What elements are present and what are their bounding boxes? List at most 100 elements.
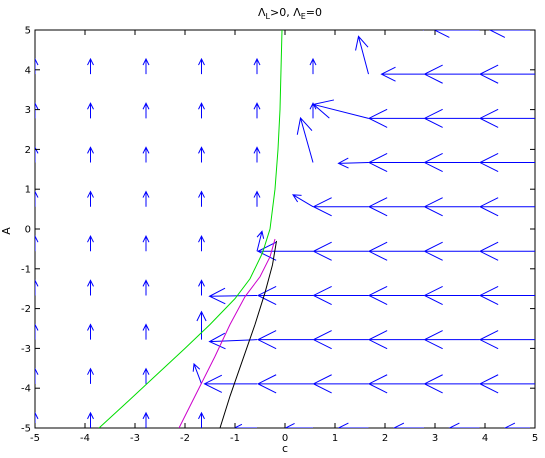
field-arrow [423,285,480,305]
title-end: =0 [306,6,322,19]
field-arrow [32,15,38,30]
field-arrow [142,190,150,207]
field-arrow [35,57,39,75]
field-arrow [423,241,480,261]
field-arrow [253,57,261,75]
field-arrow [367,374,424,394]
title-sub-l: L [266,12,271,21]
title-lambda-l: Λ [258,6,266,19]
plot-area [34,29,536,429]
field-arrow [142,279,150,296]
field-arrow [256,374,313,394]
field-arrow [253,146,261,163]
x-tick-label: 5 [532,433,538,444]
y-tick-label: 5 [25,26,31,37]
field-arrow [87,57,94,75]
y-tick-label: -1 [21,264,31,275]
chart-title: ΛL>0, ΛE=0 [258,6,322,21]
field-arrow [380,66,424,82]
field-arrow [256,230,265,252]
field-arrow [337,157,369,169]
field-arrow [35,235,39,252]
field-arrow [142,102,150,119]
field-arrow [233,423,257,428]
field-arrow [478,153,535,173]
field-arrow [142,57,150,75]
trajectory-curve-3 [219,240,277,428]
field-arrow [87,367,94,384]
field-arrow [196,310,207,340]
y-axis-label: A [0,227,13,235]
title-mid: >0, Λ [270,6,301,19]
y-tick-label: 4 [25,65,31,76]
field-arrow [478,374,535,394]
y-tick-label: 1 [25,185,31,196]
field-arrow [142,367,150,384]
y-tick-label: -4 [21,384,31,395]
field-arrow [367,285,424,305]
field-arrow [422,30,424,31]
field-arrow [87,411,94,428]
x-tick-label: 0 [282,433,288,444]
x-axis-label: c [282,442,288,455]
field-arrow [256,285,313,305]
x-tick-label: 1 [332,433,338,444]
field-arrow [337,422,369,428]
field-arrow [256,330,313,350]
field-arrow [423,330,480,350]
field-arrow [208,287,258,305]
field-arrow [142,411,150,428]
x-tick-label: 3 [432,433,438,444]
title-sub-e: E [301,12,306,21]
y-tick-label: -5 [21,424,31,435]
field-arrow [35,146,39,163]
field-arrow [312,374,369,394]
field-arrow [198,235,205,252]
y-tick-label: -3 [21,344,31,355]
field-arrow [309,57,317,75]
field-arrow [35,102,39,119]
x-tick-label: -3 [130,433,140,444]
vector-field [32,15,535,428]
field-arrow [192,362,202,384]
field-arrow [142,235,150,252]
field-arrow [198,411,205,428]
field-arrow [423,64,480,84]
field-arrow [312,330,369,350]
field-arrow [88,15,94,30]
field-arrow [35,367,39,384]
field-arrow [478,285,535,305]
x-tick-label: 4 [482,433,488,444]
field-arrow [253,102,261,119]
field-arrow [478,241,535,261]
trajectory-curves [98,30,283,428]
field-arrow [312,99,369,119]
field-arrow [423,374,480,394]
field-arrow [366,15,372,30]
field-arrow [199,15,205,30]
x-tick-label: -1 [230,433,240,444]
field-arrow [309,102,317,119]
field-arrow [35,279,39,296]
field-arrow [142,146,150,163]
field-arrow [253,190,261,207]
y-tick-label: 2 [25,145,31,156]
field-arrow [312,241,369,261]
axis-ticks: -5 -4 -3 -2 -1 0 1 2 3 4 5 -5 -4 -3 -2 -1 0 1 2 3 4 5 [21,26,538,445]
field-arrow [478,108,535,128]
x-tick-label: 2 [382,433,388,444]
field-arrow [355,35,369,75]
field-arrow [423,108,480,128]
field-arrow [87,102,94,119]
y-tick-label: -2 [21,304,31,315]
field-arrow [312,197,369,217]
field-arrow [142,323,150,340]
field-arrow [392,422,424,428]
field-arrow [367,197,424,217]
field-arrow [284,423,313,428]
field-arrow [367,330,424,350]
field-arrow [198,146,205,163]
field-arrow [488,30,535,38]
x-tick-label: -4 [80,433,90,444]
